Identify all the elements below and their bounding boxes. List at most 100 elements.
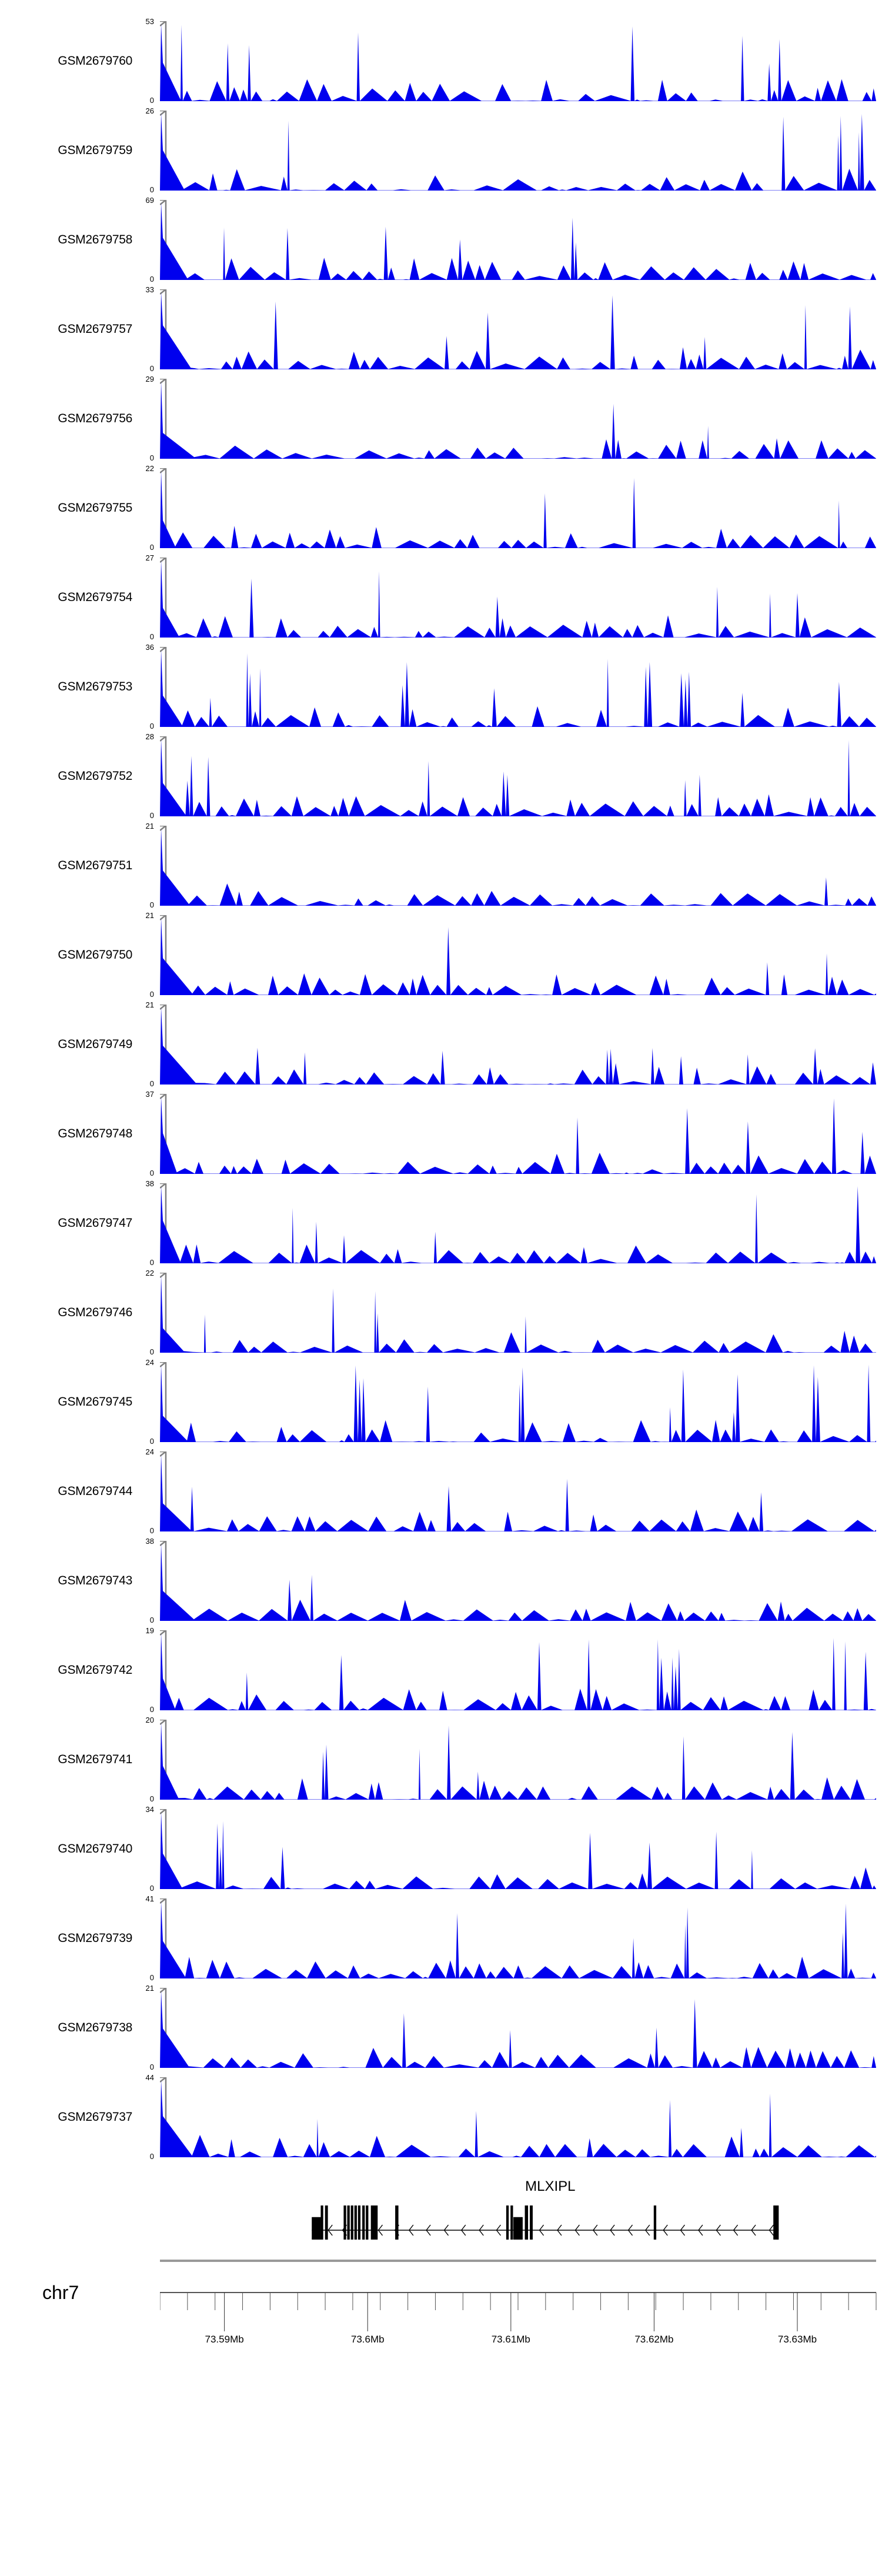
exon-block: [320, 2205, 323, 2240]
track-coverage-plot[interactable]: [160, 1362, 876, 1442]
y-axis-min-label: 0: [149, 1526, 154, 1535]
coverage-track[interactable]: GSM2679752 28 0: [0, 732, 882, 821]
track-label-gsm2679759: GSM2679759: [58, 144, 132, 157]
coverage-track[interactable]: GSM2679746 22 0: [0, 1268, 882, 1357]
y-axis-min-label: 0: [149, 811, 154, 820]
track-coverage-plot[interactable]: [160, 1898, 876, 1978]
y-axis-bracket: [160, 826, 167, 906]
coverage-track[interactable]: GSM2679751 21 0: [0, 821, 882, 910]
coverage-track[interactable]: GSM2679745 24 0: [0, 1357, 882, 1447]
y-axis-bracket: [160, 21, 167, 101]
track-coverage-plot[interactable]: [160, 111, 876, 191]
y-axis-min-label: 0: [149, 543, 154, 552]
track-coverage-plot[interactable]: [160, 468, 876, 548]
strand-arrow-icon: [460, 2224, 466, 2236]
coverage-track[interactable]: GSM2679741 20 0: [0, 1715, 882, 1804]
track-coverage-plot[interactable]: [160, 915, 876, 995]
track-coverage-plot[interactable]: [160, 1273, 876, 1353]
track-label-gsm2679760: GSM2679760: [58, 54, 132, 68]
track-coverage-plot[interactable]: [160, 289, 876, 369]
coverage-track[interactable]: GSM2679758 69 0: [0, 195, 882, 285]
track-label-gsm2679749: GSM2679749: [58, 1037, 132, 1051]
y-axis-min-label: 0: [149, 900, 154, 909]
coverage-track[interactable]: GSM2679748 37 0: [0, 1089, 882, 1179]
track-coverage-plot[interactable]: [160, 736, 876, 816]
coverage-area: [160, 1811, 876, 1889]
track-label-gsm2679751: GSM2679751: [58, 859, 132, 872]
strand-arrow-icon: [443, 2224, 449, 2236]
coverage-track[interactable]: GSM2679747 38 0: [0, 1179, 882, 1268]
y-axis-bracket: [160, 111, 167, 191]
y-axis-max-label: 24: [145, 1358, 154, 1367]
axis-tick-label: 73.61Mb: [491, 2334, 530, 2345]
exon-block: [510, 2205, 513, 2240]
track-label-gsm2679745: GSM2679745: [58, 1395, 132, 1409]
y-axis-bracket: [160, 468, 167, 548]
coverage-track[interactable]: GSM2679754 27 0: [0, 553, 882, 642]
axis-svg: [160, 2260, 877, 2331]
coverage-area: [160, 1990, 876, 2068]
track-coverage-plot[interactable]: [160, 1720, 876, 1800]
coverage-track[interactable]: GSM2679739 41 0: [0, 1894, 882, 1983]
track-coverage-plot[interactable]: [160, 1630, 876, 1710]
y-axis-max-label: 21: [145, 911, 154, 920]
strand-arrow-icon: [698, 2224, 703, 2236]
coverage-area: [160, 828, 876, 906]
y-axis-min-label: 0: [149, 96, 154, 105]
y-axis-max-label: 69: [145, 196, 154, 205]
coverage-track[interactable]: GSM2679757 33 0: [0, 285, 882, 374]
y-axis-bracket: [160, 1273, 167, 1353]
track-coverage-plot[interactable]: [160, 558, 876, 638]
coverage-track[interactable]: GSM2679753 36 0: [0, 642, 882, 732]
coverage-track[interactable]: GSM2679737 44 0: [0, 2073, 882, 2162]
coverage-track[interactable]: GSM2679759 26 0: [0, 106, 882, 195]
y-axis-max-label: 41: [145, 1894, 154, 1903]
track-coverage-plot[interactable]: [160, 21, 876, 101]
coverage-track[interactable]: GSM2679749 21 0: [0, 1000, 882, 1089]
y-axis-min-label: 0: [149, 1616, 154, 1624]
track-coverage-plot[interactable]: [160, 1005, 876, 1085]
y-axis-bracket: [160, 1809, 167, 1889]
track-label-gsm2679747: GSM2679747: [58, 1216, 132, 1230]
y-axis-bracket: [160, 1451, 167, 1531]
coverage-track[interactable]: GSM2679756 29 0: [0, 374, 882, 463]
track-coverage-plot[interactable]: [160, 1988, 876, 2068]
track-coverage-plot[interactable]: [160, 1541, 876, 1621]
track-coverage-plot[interactable]: [160, 2077, 876, 2157]
exon-block: [530, 2205, 533, 2240]
y-axis-min-label: 0: [149, 185, 154, 194]
track-coverage-plot[interactable]: [160, 200, 876, 280]
coverage-track[interactable]: GSM2679738 21 0: [0, 1983, 882, 2073]
track-coverage-plot[interactable]: [160, 1094, 876, 1174]
exon-block: [395, 2205, 399, 2240]
y-axis-max-label: 38: [145, 1537, 154, 1546]
coverage-area: [160, 471, 876, 548]
coverage-area: [160, 24, 876, 101]
track-label-gsm2679743: GSM2679743: [58, 1574, 132, 1587]
strand-arrow-icon: [496, 2224, 502, 2236]
track-coverage-plot[interactable]: [160, 826, 876, 906]
track-coverage-plot[interactable]: [160, 647, 876, 727]
axis-tick-label: 73.6Mb: [350, 2334, 385, 2345]
coverage-area: [160, 649, 876, 727]
track-coverage-plot[interactable]: [160, 1183, 876, 1263]
strand-arrow-icon: [574, 2224, 580, 2236]
track-coverage-plot[interactable]: [160, 1451, 876, 1531]
track-coverage-plot[interactable]: [160, 379, 876, 459]
y-axis-min-label: 0: [149, 1794, 154, 1803]
coverage-track[interactable]: GSM2679750 21 0: [0, 910, 882, 1000]
track-coverage-plot[interactable]: [160, 1809, 876, 1889]
coverage-track[interactable]: GSM2679743 38 0: [0, 1536, 882, 1626]
coverage-area: [160, 292, 876, 369]
gene-model-svg[interactable]: [160, 2197, 876, 2240]
y-axis-max-label: 53: [145, 17, 154, 26]
coverage-track[interactable]: GSM2679740 34 0: [0, 1804, 882, 1894]
exon-block: [325, 2205, 328, 2240]
coverage-track[interactable]: GSM2679744 24 0: [0, 1447, 882, 1536]
coverage-track[interactable]: GSM2679755 22 0: [0, 463, 882, 553]
y-axis-min-label: 0: [149, 275, 154, 283]
coverage-track[interactable]: GSM2679760 53 0: [0, 16, 882, 106]
coverage-track[interactable]: GSM2679742 19 0: [0, 1626, 882, 1715]
y-axis-bracket: [160, 1630, 167, 1710]
